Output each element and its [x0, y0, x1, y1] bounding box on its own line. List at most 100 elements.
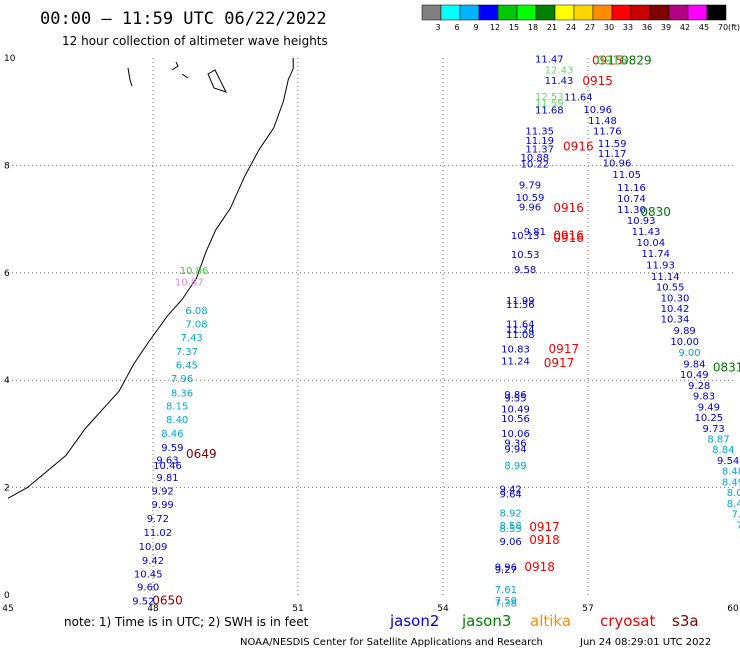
colorbar-swatch — [592, 4, 613, 21]
wave-height-label: 11.99 — [506, 296, 535, 307]
wave-height-label: 8.40 — [166, 415, 188, 426]
wave-height-label: 10.53 — [511, 250, 540, 261]
wave-height-label: 10.25 — [695, 413, 724, 424]
wave-height-label: 10.88 — [521, 153, 550, 164]
colorbar-swatch — [421, 4, 442, 21]
colorbar-label: 39 — [661, 23, 671, 32]
wave-height-label: 7.96 — [736, 520, 740, 531]
wave-height-label: 9.42 — [142, 556, 164, 567]
colorbar-label: 18 — [528, 23, 538, 32]
wave-height-label: 9.55 — [504, 394, 526, 405]
wave-height-label: 11.24 — [506, 325, 535, 336]
colorbar-legend: 3 6 9 12 15 18 21 24 27 30 33 36 39 42 45 70 (ft) — [421, 4, 740, 32]
time-label: 0649 — [186, 447, 217, 461]
y-tick-label: 4 — [4, 376, 10, 386]
wave-height-label: 11.64 — [564, 92, 593, 103]
chart-subtitle: 12 hour collection of altimeter wave hei… — [62, 34, 328, 48]
wave-height-label: 9.84 — [683, 359, 705, 370]
wave-height-label: 10.00 — [670, 337, 699, 348]
colorbar-unit: (ft) — [728, 23, 740, 32]
wave-height-label: 9.49 — [698, 402, 720, 413]
colorbar-label: 30 — [604, 23, 614, 32]
wave-height-label: 8.49 — [722, 477, 740, 488]
wave-height-label: 10.45 — [134, 569, 163, 580]
wave-height-label: 9.83 — [693, 392, 715, 403]
time-label: 0650 — [152, 594, 183, 608]
wave-height-label: 11.59 — [598, 139, 627, 150]
wave-height-label: 9.54 — [717, 456, 739, 467]
wave-height-label: 10.74 — [617, 194, 646, 205]
colorbar-label: 9 — [473, 23, 478, 32]
colorbar-swatch — [554, 4, 575, 21]
y-tick-label: 2 — [4, 484, 10, 494]
y-tick-label: 8 — [4, 161, 10, 171]
x-tick-label: 51 — [292, 604, 303, 614]
wave-height-label: 8.48 — [722, 467, 740, 478]
wave-height-label: 9.89 — [674, 326, 696, 337]
wave-height-label: 11.02 — [144, 528, 173, 539]
time-label: 0917 — [544, 356, 575, 370]
time-label: 0915 — [582, 74, 613, 88]
wave-height-label: 11.17 — [598, 149, 627, 160]
wave-height-label: 10.86 — [180, 266, 209, 277]
wave-height-label: 10.42 — [661, 304, 690, 315]
wave-height-label: 9.81 — [524, 227, 546, 238]
wave-height-label: 10.83 — [501, 344, 530, 355]
mission-altika: altika — [530, 612, 571, 630]
colorbar-swatch — [535, 4, 556, 21]
colorbar-label: 27 — [585, 23, 595, 32]
x-tick-label: 60 — [727, 604, 739, 614]
time-label: 0829 — [621, 53, 652, 67]
wave-height-label: 7.37 — [176, 347, 198, 358]
colorbar-swatch — [516, 4, 537, 21]
time-label: 0917 — [529, 520, 560, 534]
island-shape — [127, 67, 133, 87]
mission-legend: jason2 jason3 altika cryosat s3a — [389, 612, 699, 630]
colorbar-swatch — [611, 4, 632, 21]
wave-height-label: 8.06 — [727, 488, 740, 499]
wave-height-label: 11.47 — [535, 54, 564, 65]
y-tick-label: 10 — [4, 54, 16, 64]
wave-height-label: 7.08 — [185, 320, 207, 331]
wave-height-label: 11.43 — [632, 227, 661, 238]
wave-height-label: 11.64 — [506, 320, 535, 331]
wave-height-label: 11.19 — [525, 136, 554, 147]
wave-height-label: 9.06 — [500, 537, 522, 548]
colorbar-swatch — [649, 4, 670, 21]
wave-height-label: 6.45 — [176, 360, 198, 371]
chart-grid — [8, 58, 733, 595]
wave-height-label: 7.43 — [181, 333, 203, 344]
wave-height-label: 8.84 — [712, 445, 734, 456]
wave-height-label: 9.59 — [161, 443, 183, 454]
colorbar-swatch — [706, 4, 727, 21]
wave-height-label: 8.55 — [500, 524, 522, 535]
chart-title: 00:00 – 11:59 UTC 06/22/2022 — [40, 9, 327, 29]
wave-height-label: 11.30 — [617, 205, 646, 216]
wave-height-label: 10.30 — [661, 293, 690, 304]
wave-height-label: 11.48 — [588, 116, 617, 127]
island-shape — [171, 61, 189, 79]
footer-timestamp: Jun 24 08:29:01 UTC 2022 — [579, 637, 711, 648]
wave-height-label: 11.68 — [535, 105, 564, 116]
axis-ticks: 45 48 51 54 57 60 0 2 4 6 8 10 — [2, 54, 739, 614]
time-label: 0917 — [549, 342, 580, 356]
wave-height-label: 9.27 — [495, 565, 517, 576]
wave-height-label: 7.59 — [495, 596, 517, 607]
wave-height-label: 10.09 — [139, 542, 168, 553]
colorbar-label: 3 — [435, 23, 440, 32]
wave-height-label: 10.93 — [627, 216, 656, 227]
wave-height-label: 9.79 — [519, 180, 541, 191]
wave-height-label: 10.87 — [175, 278, 204, 289]
wave-height-label: 7.92 — [732, 510, 740, 521]
wave-height-label: 9.52 — [132, 597, 154, 608]
wave-height-label: 9.00 — [678, 348, 700, 359]
wave-height-label: 11.56 — [506, 300, 535, 311]
wave-height-label: 10.34 — [661, 315, 690, 326]
wave-height-label: 10.55 — [656, 283, 685, 294]
wave-height-label: 11.08 — [506, 330, 535, 341]
wave-height-label: 6.08 — [185, 306, 207, 317]
colorbar-swatch — [478, 4, 499, 21]
island-shape — [207, 69, 227, 93]
